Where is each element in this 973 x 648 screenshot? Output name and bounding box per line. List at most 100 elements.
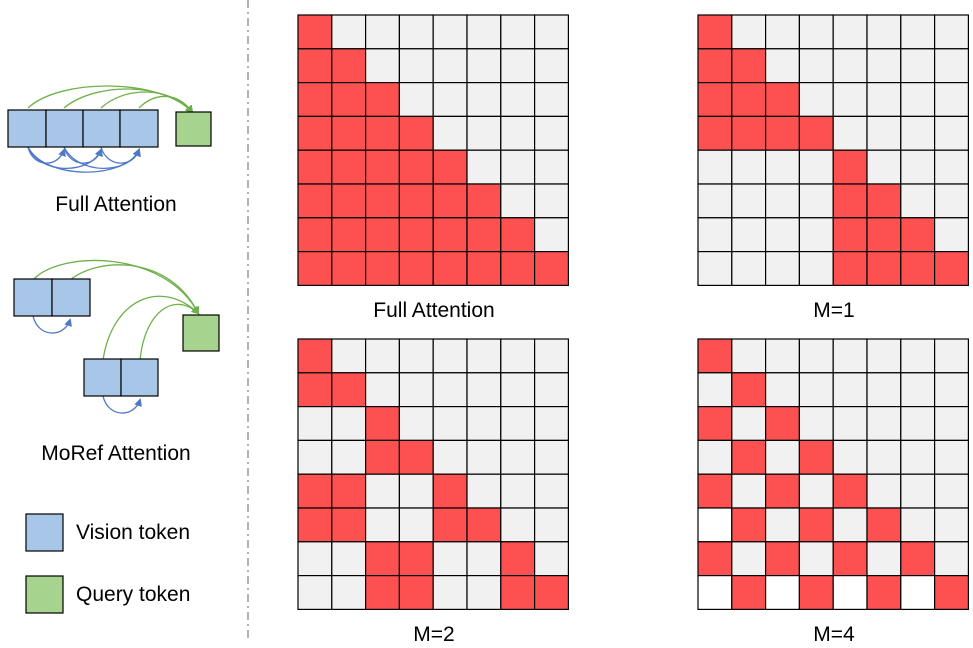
matrix-cell bbox=[466, 507, 502, 543]
matrix-cell bbox=[697, 48, 733, 84]
matrix-cell bbox=[533, 439, 569, 475]
matrix-cell bbox=[297, 574, 333, 610]
full-attn-arrow-3 bbox=[100, 91, 194, 114]
matrix-cell bbox=[798, 473, 834, 509]
matrix-full-attention bbox=[297, 14, 569, 287]
matrix-cell bbox=[432, 439, 468, 475]
matrix-cell bbox=[832, 217, 868, 253]
matrix-cell bbox=[866, 406, 902, 442]
matrix-cell bbox=[866, 48, 902, 84]
vision-token-4 bbox=[119, 109, 159, 148]
matrix-cell bbox=[500, 48, 536, 84]
matrix-cell bbox=[533, 574, 569, 610]
matrix-cell bbox=[533, 507, 569, 543]
matrix-cell bbox=[764, 338, 800, 374]
legend-vision-swatch bbox=[25, 513, 64, 552]
matrix-cell bbox=[832, 251, 868, 287]
matrix-cell bbox=[432, 251, 468, 287]
matrix-cell bbox=[297, 507, 333, 543]
moref-vision-token-2 bbox=[51, 278, 91, 317]
matrix-cell bbox=[331, 338, 367, 374]
matrix-cell bbox=[365, 574, 401, 610]
matrix-cell bbox=[933, 406, 969, 442]
matrix-cell bbox=[398, 406, 434, 442]
matrix-cell bbox=[900, 406, 936, 442]
matrix-label-m4: M=4 bbox=[813, 623, 855, 646]
matrix-cell bbox=[731, 48, 767, 84]
matrix-cell bbox=[297, 183, 333, 219]
matrix-cell bbox=[866, 541, 902, 577]
matrix-cell bbox=[365, 541, 401, 577]
matrix-cell bbox=[331, 574, 367, 610]
matrix-cell bbox=[798, 541, 834, 577]
matrix-cell bbox=[466, 48, 502, 84]
matrix-cell bbox=[533, 81, 569, 117]
matrix-cell bbox=[832, 439, 868, 475]
matrix-cell bbox=[365, 406, 401, 442]
matrix-cell bbox=[432, 217, 468, 253]
matrix-cell bbox=[866, 473, 902, 509]
matrix-cell bbox=[533, 541, 569, 577]
matrix-cell bbox=[933, 251, 969, 287]
matrix-cell bbox=[933, 81, 969, 117]
matrix-cell bbox=[398, 574, 434, 610]
matrix-cell bbox=[731, 251, 767, 287]
matrix-cell bbox=[866, 251, 902, 287]
matrix-cell bbox=[365, 81, 401, 117]
matrix-cell bbox=[798, 439, 834, 475]
matrix-cell bbox=[866, 574, 902, 610]
matrix-cell bbox=[731, 574, 767, 610]
matrix-cell bbox=[697, 183, 733, 219]
matrix-cell bbox=[398, 149, 434, 185]
matrix-cell bbox=[533, 14, 569, 50]
matrix-cell bbox=[764, 48, 800, 84]
matrix-cell bbox=[500, 217, 536, 253]
matrix-cell bbox=[398, 48, 434, 84]
matrix-cell bbox=[297, 251, 333, 287]
matrix-cell bbox=[297, 541, 333, 577]
matrix-cell bbox=[500, 149, 536, 185]
matrix-cell bbox=[398, 81, 434, 117]
matrix-cell bbox=[331, 48, 367, 84]
matrix-cell bbox=[432, 48, 468, 84]
matrix-cell bbox=[297, 81, 333, 117]
matrix-label-m2: M=2 bbox=[413, 623, 455, 646]
matrix-cell bbox=[365, 473, 401, 509]
matrix-cell bbox=[398, 507, 434, 543]
matrix-cell bbox=[832, 14, 868, 50]
matrix-cell bbox=[398, 541, 434, 577]
matrix-cell bbox=[832, 507, 868, 543]
matrix-cell bbox=[331, 115, 367, 151]
matrix-cell bbox=[933, 48, 969, 84]
full-attention-schematic bbox=[7, 85, 212, 173]
matrix-cell bbox=[764, 406, 800, 442]
matrix-cell bbox=[365, 149, 401, 185]
matrix-cell bbox=[466, 541, 502, 577]
matrix-cell bbox=[866, 81, 902, 117]
matrix-cell bbox=[398, 251, 434, 287]
matrix-cell bbox=[731, 439, 767, 475]
matrix-cell bbox=[731, 372, 767, 408]
matrix-cell bbox=[432, 406, 468, 442]
matrix-cell bbox=[398, 439, 434, 475]
full-self-arrow-3 bbox=[63, 146, 103, 164]
full-self-arrow-6 bbox=[100, 146, 141, 164]
matrix-cell bbox=[764, 574, 800, 610]
matrix-cell bbox=[331, 372, 367, 408]
matrix-cell bbox=[500, 183, 536, 219]
matrix-cell bbox=[764, 183, 800, 219]
matrix-cell bbox=[866, 372, 902, 408]
matrix-cell bbox=[798, 115, 834, 151]
matrix-label-m1: M=1 bbox=[813, 299, 855, 322]
matrix-m2 bbox=[297, 338, 569, 610]
matrix-cell bbox=[900, 439, 936, 475]
matrix-cell bbox=[933, 14, 969, 50]
vision-token-1 bbox=[7, 109, 47, 148]
matrix-cell bbox=[697, 81, 733, 117]
matrix-cell bbox=[697, 14, 733, 50]
matrix-cell bbox=[331, 251, 367, 287]
matrix-cell bbox=[466, 115, 502, 151]
moref-arrow-4 bbox=[139, 303, 200, 361]
matrix-cell bbox=[798, 149, 834, 185]
matrix-cell bbox=[297, 14, 333, 50]
